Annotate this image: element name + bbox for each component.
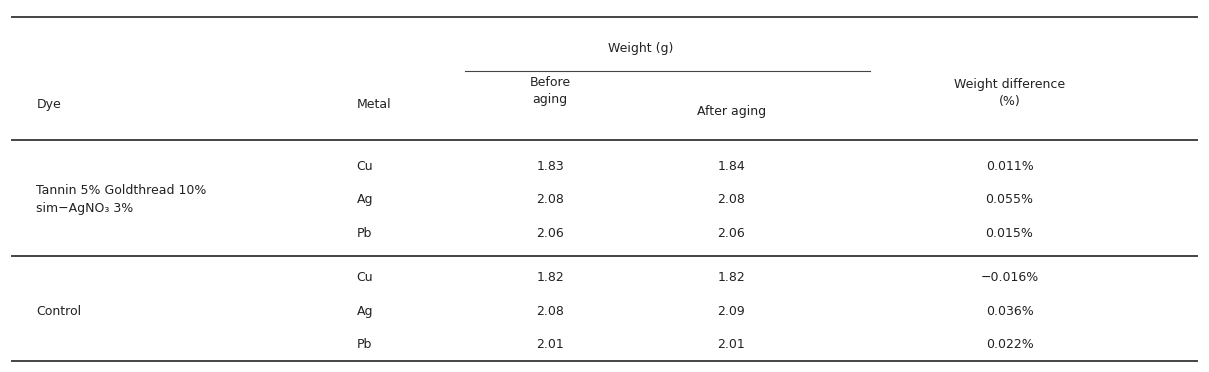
Text: 2.01: 2.01 (718, 339, 745, 351)
Text: 2.08: 2.08 (717, 193, 746, 206)
Text: 0.022%: 0.022% (985, 339, 1034, 351)
Text: 2.09: 2.09 (718, 305, 745, 318)
Text: 1.83: 1.83 (537, 160, 563, 173)
Text: Control: Control (36, 305, 81, 318)
Text: After aging: After aging (696, 105, 767, 118)
Text: Metal: Metal (357, 98, 392, 110)
Text: 2.08: 2.08 (536, 193, 565, 206)
Text: Ag: Ag (357, 193, 374, 206)
Text: Dye: Dye (36, 98, 60, 110)
Text: 2.06: 2.06 (718, 227, 745, 240)
Text: Weight difference
(%): Weight difference (%) (954, 78, 1065, 108)
Text: 1.82: 1.82 (718, 272, 745, 284)
Text: 1.82: 1.82 (537, 272, 563, 284)
Text: Weight (g): Weight (g) (608, 42, 673, 55)
Text: Cu: Cu (357, 160, 374, 173)
Text: Tannin 5% Goldthread 10%
sim−AgNO₃ 3%: Tannin 5% Goldthread 10% sim−AgNO₃ 3% (36, 184, 207, 215)
Text: Cu: Cu (357, 272, 374, 284)
Text: Pb: Pb (357, 227, 372, 240)
Text: 2.06: 2.06 (537, 227, 563, 240)
Text: 1.84: 1.84 (718, 160, 745, 173)
Text: 0.036%: 0.036% (985, 305, 1034, 318)
Text: Pb: Pb (357, 339, 372, 351)
Text: Before
aging: Before aging (530, 76, 571, 106)
Text: Ag: Ag (357, 305, 374, 318)
Text: 2.01: 2.01 (537, 339, 563, 351)
Text: −0.016%: −0.016% (980, 272, 1039, 284)
Text: 0.015%: 0.015% (985, 227, 1034, 240)
Text: 0.011%: 0.011% (985, 160, 1034, 173)
Text: 0.055%: 0.055% (985, 193, 1034, 206)
Text: 2.08: 2.08 (536, 305, 565, 318)
